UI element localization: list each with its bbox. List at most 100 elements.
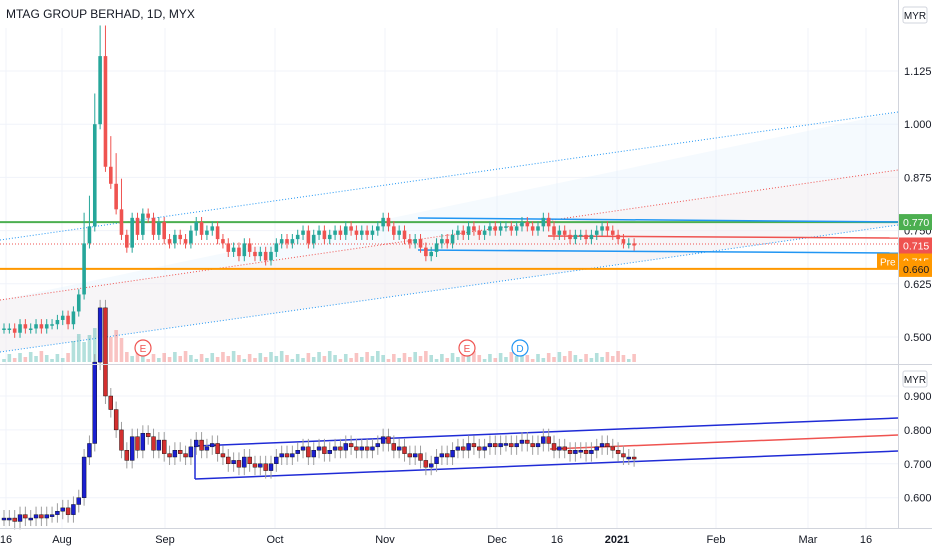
upper-candle-body (354, 230, 359, 235)
volume-bar (584, 354, 588, 362)
upper-candle-body (12, 328, 17, 333)
upper-candle-body (82, 243, 86, 295)
upper-candle-body (520, 222, 524, 227)
volume-bar (461, 352, 466, 362)
volume-bar (600, 357, 604, 362)
upper-candle-body (119, 209, 124, 235)
lower-candle-body (28, 517, 33, 521)
time-tick-label: Dec (487, 534, 507, 546)
volume-bar (402, 353, 407, 362)
lower-candle-body (535, 443, 541, 448)
lower-candle-body (81, 456, 87, 498)
lower-candle-body (493, 443, 498, 448)
currency-button-bottom[interactable]: MYR (902, 370, 928, 388)
dividend-marker-label: D (516, 344, 523, 355)
time-tick-label: 16 (551, 534, 563, 546)
lower-candle-body (482, 446, 487, 451)
volume-bar (306, 353, 311, 362)
volume-bar (418, 356, 423, 362)
volume-bar (194, 359, 199, 362)
volume-bar (354, 353, 359, 362)
upper-candle-body (253, 251, 257, 257)
upper-candle-body (584, 234, 588, 240)
lower-candle-body (375, 443, 380, 448)
upper-candle-body (359, 230, 364, 235)
upper-candle-body (376, 226, 380, 231)
lower-candle-body (530, 443, 535, 448)
lower-candle-body (551, 443, 557, 451)
volume-bar (295, 354, 300, 362)
volume-bar (594, 353, 599, 362)
upper-candle-body (498, 226, 503, 231)
volume-bar (34, 356, 38, 362)
upper-candle-body (66, 315, 70, 325)
lower-candle-body (434, 456, 439, 464)
volume-bar (18, 353, 22, 362)
lower-candle-body (445, 453, 450, 458)
upper-candle-body (274, 243, 279, 252)
upper-candles (2, 25, 636, 338)
upper-candle-body (2, 328, 6, 330)
lower-channel-bottom (194, 450, 899, 480)
upper-candle-body (242, 243, 247, 257)
volume-bar (60, 358, 65, 362)
volume-bar (253, 358, 257, 362)
time-tick-label: Sep (155, 534, 175, 546)
volume-bar (434, 359, 439, 362)
volume-bar (525, 355, 530, 362)
upper-candle-body (103, 56, 108, 167)
upper-candle-body (199, 222, 204, 235)
upper-candle-body (18, 324, 22, 333)
upper-candle-body (7, 328, 12, 330)
lower-candle-body (439, 453, 445, 458)
pre-tag-box (877, 253, 898, 270)
volume-bar (87, 335, 92, 362)
volume-bar (199, 354, 204, 362)
volume-bar (146, 359, 150, 362)
volume-bar (301, 358, 305, 362)
upper-candle-body (173, 234, 177, 244)
upper-candle-body (109, 166, 113, 184)
upper-candle-body (509, 226, 514, 231)
lower-candle-body (290, 453, 295, 458)
volume-bar (173, 352, 177, 362)
lower-price-axis[interactable]: 0.900 0.800 0.700 0.600 (904, 391, 932, 505)
volume-bar (114, 330, 118, 362)
volume-bar (343, 354, 348, 362)
time-tick-label: Feb (707, 534, 726, 546)
lower-candle-body (557, 446, 562, 451)
lower-candle-body (65, 507, 71, 515)
volume-bar (546, 353, 551, 362)
volume-bar (477, 355, 482, 362)
currency-button-top[interactable]: MYR (902, 6, 928, 24)
upper-candle-body (50, 324, 54, 326)
lower-candle-body (33, 514, 39, 519)
lower-candle-body (135, 436, 140, 451)
upper-candle-body (488, 226, 492, 231)
lower-candle-body (589, 450, 594, 454)
volume-bar (445, 358, 450, 362)
lower-candle-body (97, 307, 103, 363)
upper-candle-body (87, 226, 92, 244)
lower-candle-body (92, 361, 97, 444)
time-axis[interactable]: 16 Aug Sep Oct Nov Dec 16 2021 Feb Mar 16 (0, 534, 872, 546)
lower-candle-body (124, 450, 130, 461)
upper-candle-body (263, 251, 268, 261)
lower-candle-body (498, 443, 503, 448)
upper-candle-body (504, 226, 508, 228)
volume-bar (333, 355, 337, 362)
volume-bar (482, 359, 487, 362)
earnings-marker (134, 339, 152, 357)
volume-bar (610, 356, 615, 362)
volume-bar (632, 354, 636, 362)
upper-candle-body (55, 319, 60, 325)
time-tick-label: Nov (375, 534, 395, 546)
lower-tick-label: 0.700 (904, 459, 932, 471)
lower-candle-body (386, 436, 391, 444)
volume-bar (215, 357, 220, 362)
lower-candle-body (525, 439, 530, 444)
trend-line-upper (0, 111, 899, 241)
